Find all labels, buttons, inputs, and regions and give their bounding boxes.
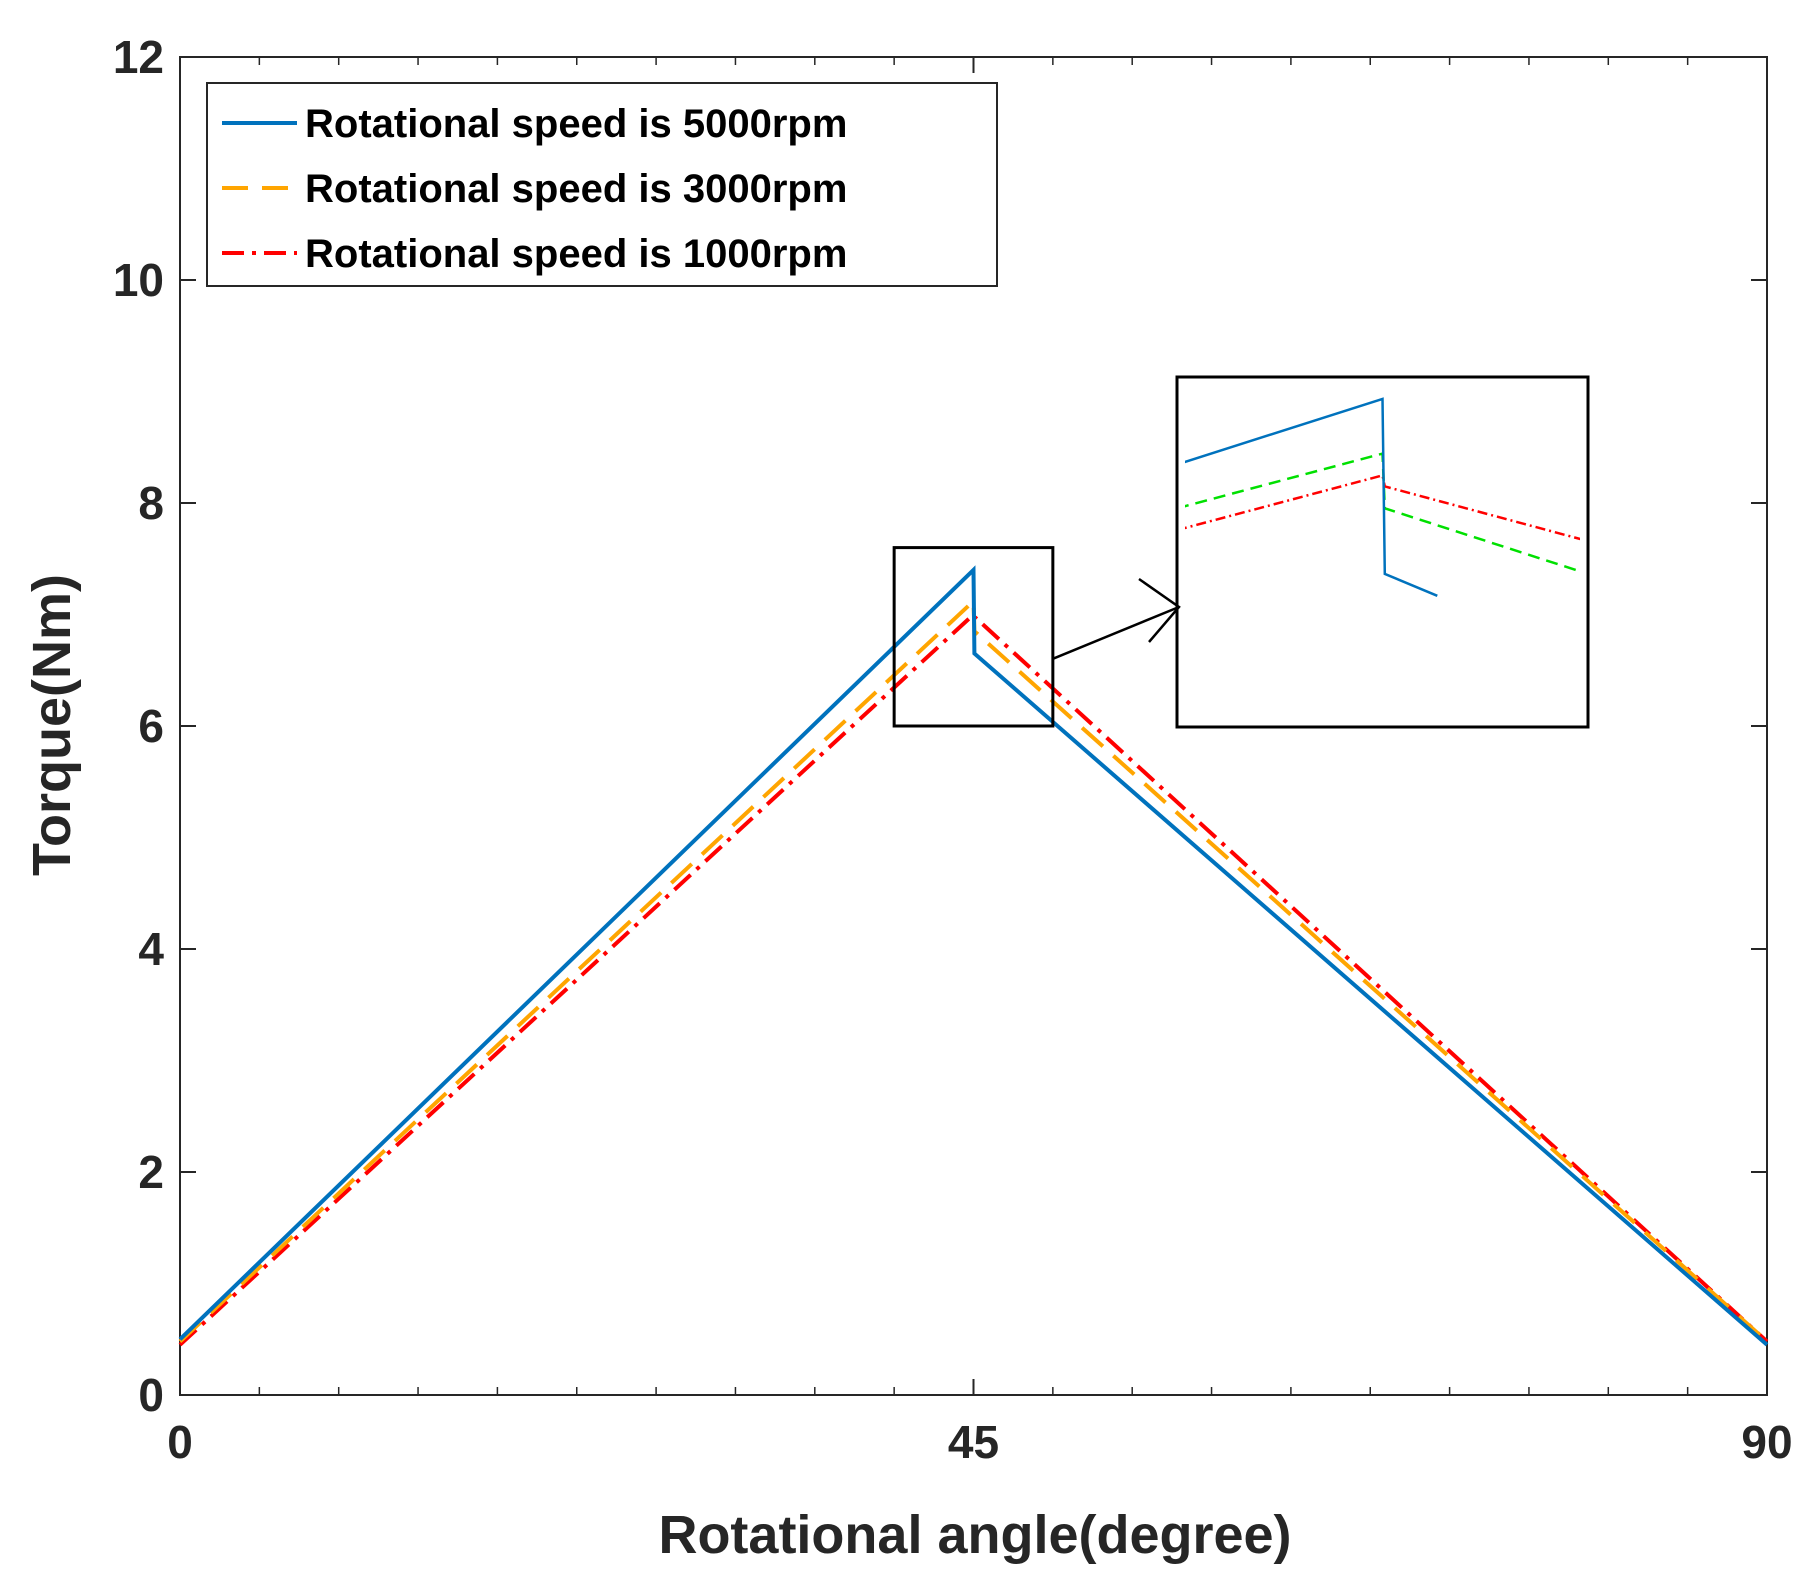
y-tick-label: 12 [113,31,164,83]
legend-box [206,82,998,287]
x-tick-label: 90 [1741,1416,1792,1468]
data-series [178,565,1769,1347]
zoom-annotation [892,375,1590,729]
inset-series-line-3000rpm [1185,451,1580,573]
y-tick-label: 2 [138,1146,164,1198]
x-tick-label: 0 [167,1416,193,1468]
zoom-arrow [1052,605,1180,660]
zoom-arrow-head [1138,577,1181,643]
y-tick-label: 10 [113,254,164,306]
inset-series-line-1000rpm [1185,473,1580,541]
legend-entry: Rotational speed is 3000rpm [305,167,847,211]
y-axis-label: Torque(Nm) [22,574,82,876]
axis-ticks: 0 2 4 6 8 10 12 0 45 90 [113,31,1793,1468]
legend: Rotational speed is 5000rpm Rotational sp… [206,82,998,287]
inset-series-line-5000rpm [1185,397,1438,597]
y-tick-label: 0 [138,1369,164,1421]
series-line-5000rpm [178,565,1769,1347]
y-tick-label: 8 [138,477,164,529]
zoom-region-box [892,546,1055,728]
legend-entry: Rotational speed is 5000rpm [305,102,847,146]
y-tick-label: 6 [138,700,164,752]
series-line-1000rpm [178,611,1769,1347]
y-tick-label: 4 [138,923,164,975]
x-axis-label: Rotational angle(degree) [658,1505,1291,1565]
x-tick-label: 45 [948,1416,999,1468]
axis-labels: Rotational angle(degree) Torque(Nm) [22,574,1292,1565]
legend-entry: Rotational speed is 1000rpm [305,232,847,276]
